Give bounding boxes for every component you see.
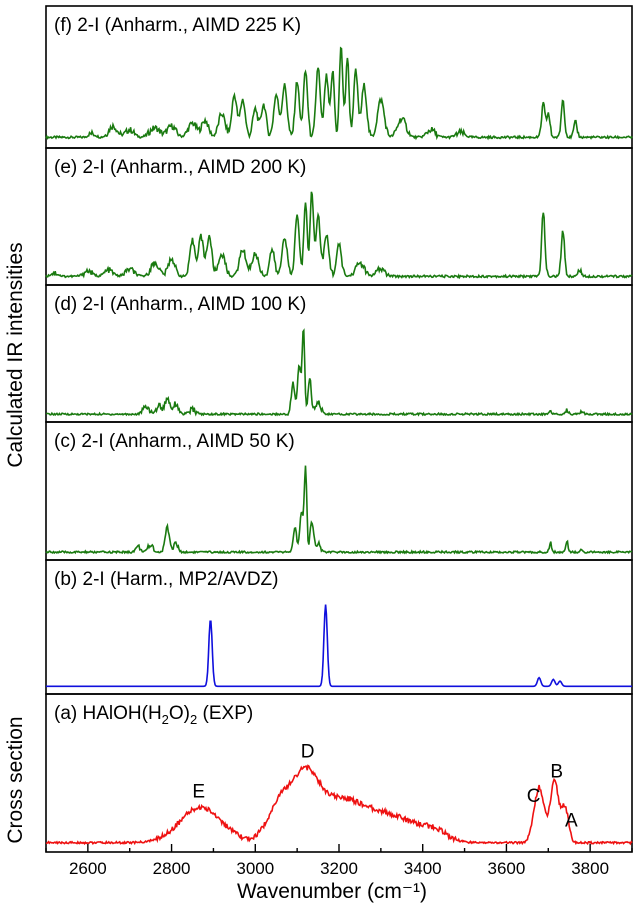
peak-label-C: C — [527, 786, 541, 807]
x-tick-label-3600: 3600 — [488, 859, 526, 878]
panel-d: (d) 2-I (Anharm., AIMD 100 K) — [45, 284, 633, 423]
x-tick-label-3200: 3200 — [320, 859, 358, 878]
panel-f: (f) 2-I (Anharm., AIMD 225 K) — [45, 5, 633, 149]
x-tick-label-2800: 2800 — [153, 859, 191, 878]
spectrum-line-d — [45, 328, 633, 417]
panel-label-a: (a) HAlOH(H2O)2 (EXP) — [54, 703, 253, 727]
peak-label-A: A — [565, 811, 578, 832]
panel-b: (b) 2-I (Harm., MP2/AVDZ) — [45, 559, 633, 695]
spectrum-line-e — [45, 191, 633, 280]
peak-label-D: D — [301, 742, 315, 763]
x-tick-label-2600: 2600 — [69, 859, 107, 878]
y-axis-label-calculated: Calculated IR intensities — [4, 242, 27, 467]
spectrum-line-f — [45, 46, 633, 141]
panel-label-f: (f) 2-I (Anharm., AIMD 225 K) — [54, 15, 301, 36]
x-axis-ticks: 2600 2800 3000 3200 3400 3600 3800 — [45, 844, 633, 878]
y-axis-label-cross-section: Cross section — [4, 716, 27, 843]
panel-label-c: (c) 2-I (Anharm., AIMD 50 K) — [54, 431, 295, 452]
spectrum-line-a — [45, 764, 633, 846]
panel-label-d: (d) 2-I (Anharm., AIMD 100 K) — [54, 294, 306, 315]
spectrum-line-c — [45, 465, 633, 555]
spectrum-line-b — [46, 604, 632, 688]
x-tick-label-3400: 3400 — [404, 859, 442, 878]
peak-label-B: B — [550, 762, 563, 783]
x-tick-label-3800: 3800 — [571, 859, 609, 878]
panel-a: (a) HAlOH(H2O)2 (EXP) E D CB A — [45, 693, 633, 853]
panel-label-b: (b) 2-I (Harm., MP2/AVDZ) — [54, 569, 279, 590]
panel-c: (c) 2-I (Anharm., AIMD 50 K) — [45, 421, 633, 561]
peak-label-E: E — [192, 782, 205, 803]
x-axis-label: Wavenumber (cm⁻¹) — [237, 880, 427, 903]
x-tick-label-3000: 3000 — [236, 859, 274, 878]
panel-label-e: (e) 2-I (Anharm., AIMD 200 K) — [54, 157, 306, 178]
panel-group: (f) 2-I (Anharm., AIMD 225 K) (e) 2-I (An… — [45, 5, 633, 853]
panel-e: (e) 2-I (Anharm., AIMD 200 K) — [45, 147, 633, 286]
